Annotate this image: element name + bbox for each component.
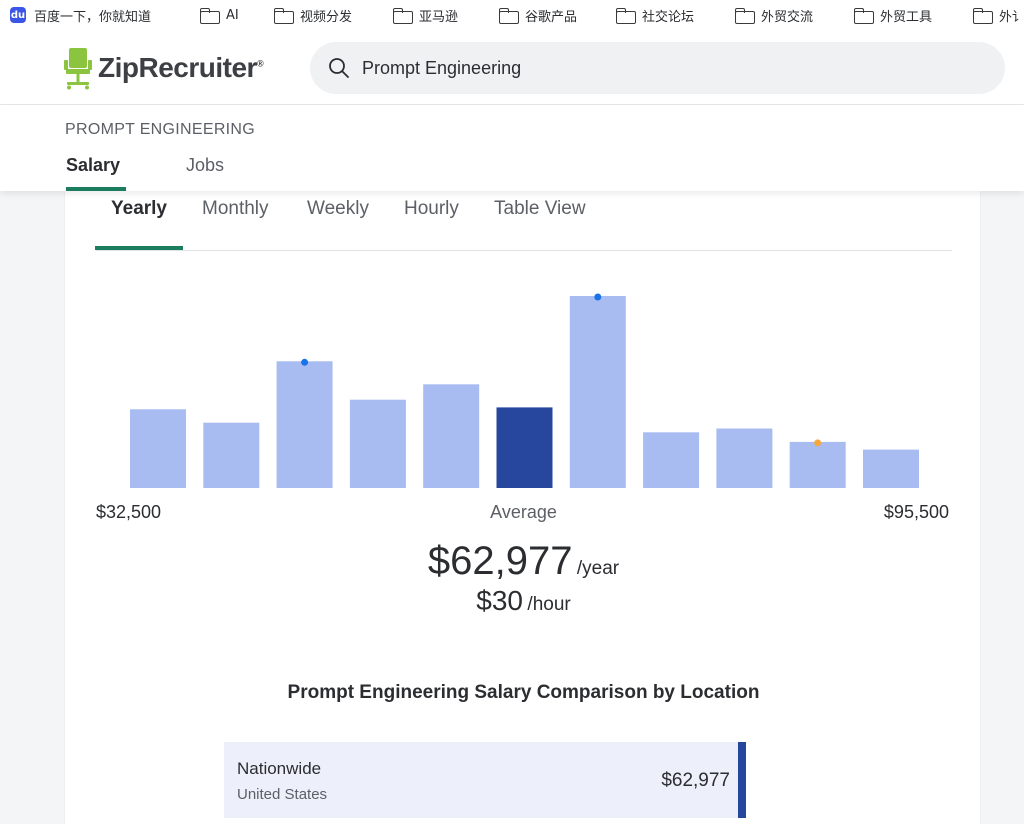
search-icon	[329, 58, 349, 78]
bookmark-label: 外讠	[999, 9, 1024, 25]
ziprecruiter-logo[interactable]: ZipRecruiter®	[64, 46, 264, 90]
folder-icon	[274, 8, 294, 24]
hourly-salary-unit: /hour	[527, 594, 571, 615]
location-bar-marker	[738, 742, 746, 818]
folder-icon	[616, 8, 636, 24]
bar-marker-dot	[594, 293, 602, 301]
salary-bar[interactable]	[716, 428, 773, 489]
salary-bar[interactable]	[863, 449, 919, 488]
average-bar[interactable]	[496, 407, 553, 488]
folder-icon	[854, 8, 874, 24]
bookmarks-bar: du 百度一下，你就知道 AI 视频分发 亚马逊 谷歌产品 社交论坛 外贸交流 …	[0, 0, 1024, 30]
folder-icon	[393, 8, 413, 24]
bookmark-label: 视频分发	[300, 9, 353, 25]
salary-distribution-chart	[130, 293, 919, 489]
tab-hourly[interactable]: Hourly	[404, 198, 459, 219]
bookmark-label: 百度一下，你就知道	[34, 9, 152, 25]
bookmark-folder-video[interactable]: 视频分发	[274, 0, 352, 30]
logo-wordmark: ZipRecruiter®	[98, 52, 264, 83]
site-header: ZipRecruiter®	[0, 30, 1024, 105]
hourly-salary: $30 /hour	[65, 585, 982, 617]
bar-marker-dot	[814, 439, 822, 447]
bookmark-folder-more[interactable]: 外讠	[973, 0, 1024, 30]
comparison-title: Prompt Engineering Salary Comparison by …	[287, 682, 760, 703]
salary-bar[interactable]	[349, 399, 406, 488]
bookmark-label: 亚马逊	[419, 9, 459, 25]
max-salary-label: $95,500	[883, 502, 949, 522]
bookmark-folder-amazon[interactable]: 亚马逊	[393, 0, 458, 30]
salary-bar[interactable]	[203, 422, 260, 488]
chair-logo-icon	[64, 48, 92, 90]
folder-icon	[735, 8, 755, 24]
folder-icon	[200, 8, 220, 24]
hourly-salary-value: $30	[476, 585, 523, 616]
bookmark-folder-google[interactable]: 谷歌产品	[499, 0, 577, 30]
page-breadcrumb: PROMPT ENGINEERING	[65, 121, 256, 138]
bookmark-baidu[interactable]: du 百度一下，你就知道	[10, 0, 151, 30]
tab-yearly[interactable]: Yearly	[95, 198, 183, 250]
bookmark-label: 谷歌产品	[525, 9, 578, 25]
bookmark-label: 外贸工具	[880, 9, 933, 25]
bookmark-label: 外贸交流	[761, 9, 814, 25]
location-name: Nationwide	[237, 759, 322, 778]
yearly-salary: $62,977 /year	[65, 539, 982, 584]
folder-icon	[973, 8, 993, 24]
salary-bar[interactable]	[423, 384, 480, 488]
salary-bar[interactable]	[130, 409, 186, 488]
bookmark-folder-social[interactable]: 社交论坛	[616, 0, 694, 30]
tab-jobs[interactable]: Jobs	[186, 155, 225, 175]
tab-table-view[interactable]: Table View	[494, 198, 586, 219]
yearly-salary-value: $62,977	[427, 539, 573, 583]
bookmark-label: AI	[226, 7, 239, 23]
tab-salary[interactable]: Salary	[66, 155, 126, 191]
bar-marker-dot	[301, 358, 309, 366]
search-input[interactable]	[362, 42, 982, 94]
search-bar[interactable]	[310, 42, 1005, 94]
tab-monthly[interactable]: Monthly	[202, 198, 269, 219]
location-row-nationwide[interactable]: Nationwide United States $62,977	[224, 742, 746, 818]
bookmark-label: 社交论坛	[642, 9, 695, 25]
min-salary-label: $32,500	[96, 502, 162, 522]
tab-weekly[interactable]: Weekly	[307, 198, 369, 219]
folder-icon	[499, 8, 519, 24]
salary-bar[interactable]	[276, 361, 333, 488]
bookmark-folder-ai[interactable]: AI	[200, 0, 239, 30]
location-subtitle: United States	[237, 786, 328, 803]
average-label: Average	[490, 502, 557, 522]
bookmark-folder-trade-tools[interactable]: 外贸工具	[854, 0, 932, 30]
sub-header: PROMPT ENGINEERING Salary Jobs	[0, 105, 1024, 191]
period-tabs: Yearly Monthly Weekly Hourly Table View	[95, 191, 952, 251]
baidu-icon: du	[10, 7, 26, 23]
bookmark-folder-trade-exchange[interactable]: 外贸交流	[735, 0, 813, 30]
salary-bar[interactable]	[643, 432, 700, 488]
salary-card: Yearly Monthly Weekly Hourly Table View …	[64, 191, 981, 824]
location-salary: $62,977	[661, 770, 730, 791]
yearly-salary-unit: /year	[576, 558, 620, 579]
salary-bar[interactable]	[569, 296, 626, 488]
salary-bar[interactable]	[789, 441, 846, 488]
